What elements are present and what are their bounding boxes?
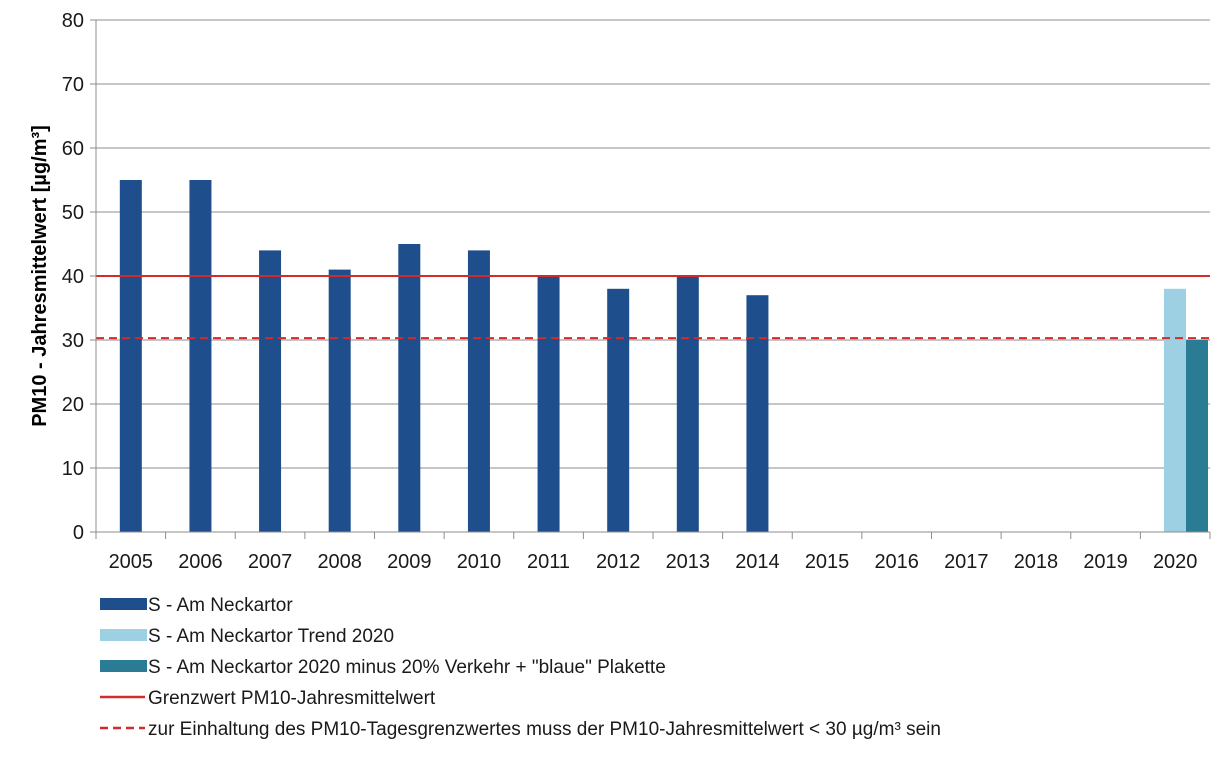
y-tick-labels: 0 10 20 30 40 50 60 70 80 [62,10,84,544]
bar-2005-series-1 [119,180,142,532]
legend-label-daily-limit: zur Einhaltung des PM10-Tagesgrenzwertes… [148,719,941,740]
x-tick-label-2020: 2020 [1153,551,1198,573]
x-tick-label-2013: 2013 [666,551,711,573]
y-axis-title: PM10 - Jahresmittelwert [µg/m³] [29,125,51,427]
x-tick-label-2010: 2010 [457,551,502,573]
y-tick-label-50: 50 [62,202,84,224]
bar-2011-series-1 [537,276,560,532]
legend: S - Am Neckartor S - Am Neckartor Trend 2… [100,595,941,740]
x-tick-label-2006: 2006 [178,551,223,573]
legend-swatch-series-1 [100,598,147,610]
y-tick-label-70: 70 [62,74,84,96]
bar-2009-series-1 [398,244,421,532]
x-tick-label-2011: 2011 [527,551,570,573]
bar-2020-series-2 [1164,288,1186,532]
y-tick-label-80: 80 [62,10,84,32]
x-tick-label-2017: 2017 [944,551,989,573]
legend-label-series-3: S - Am Neckartor 2020 minus 20% Verkehr … [148,657,666,678]
x-tick-label-2008: 2008 [317,551,362,573]
y-tick-label-20: 20 [62,394,84,416]
x-tick-label-2012: 2012 [596,551,641,573]
x-tick-label-2016: 2016 [874,551,919,573]
x-tick-label-2007: 2007 [248,551,293,573]
bar-2020-series-3 [1186,340,1208,532]
x-tick-label-2019: 2019 [1083,551,1128,573]
bar-2013-series-1 [676,276,699,532]
legend-swatch-series-3 [100,660,147,672]
bar-2008-series-1 [328,269,351,532]
legend-label-series-1: S - Am Neckartor [148,595,293,616]
y-tick-label-40: 40 [62,266,84,288]
x-tick-label-2018: 2018 [1014,551,1059,573]
x-tick-label-2005: 2005 [109,551,154,573]
axes [90,19,1211,539]
legend-label-series-2: S - Am Neckartor Trend 2020 [148,626,394,647]
bar-group [119,180,1208,532]
y-tick-label-10: 10 [62,458,84,480]
y-tick-label-30: 30 [62,330,84,352]
x-tick-labels: 2005 2006 2007 2008 2009 2010 2011 2012 2013 2014… [109,551,1198,573]
bar-2007-series-1 [259,250,282,532]
legend-swatch-series-2 [100,629,147,641]
bar-2010-series-1 [467,250,490,532]
x-tick-label-2014: 2014 [735,551,780,573]
y-tick-label-60: 60 [62,138,84,160]
x-tick-label-2015: 2015 [805,551,850,573]
bar-2012-series-1 [607,288,630,532]
y-tick-label-0: 0 [73,522,84,544]
bar-2006-series-1 [189,180,212,532]
reference-lines [96,275,1210,340]
x-tick-label-2009: 2009 [387,551,432,573]
bar-2014-series-1 [746,295,769,532]
legend-label-limit: Grenzwert PM10-Jahresmittelwert [148,688,436,709]
